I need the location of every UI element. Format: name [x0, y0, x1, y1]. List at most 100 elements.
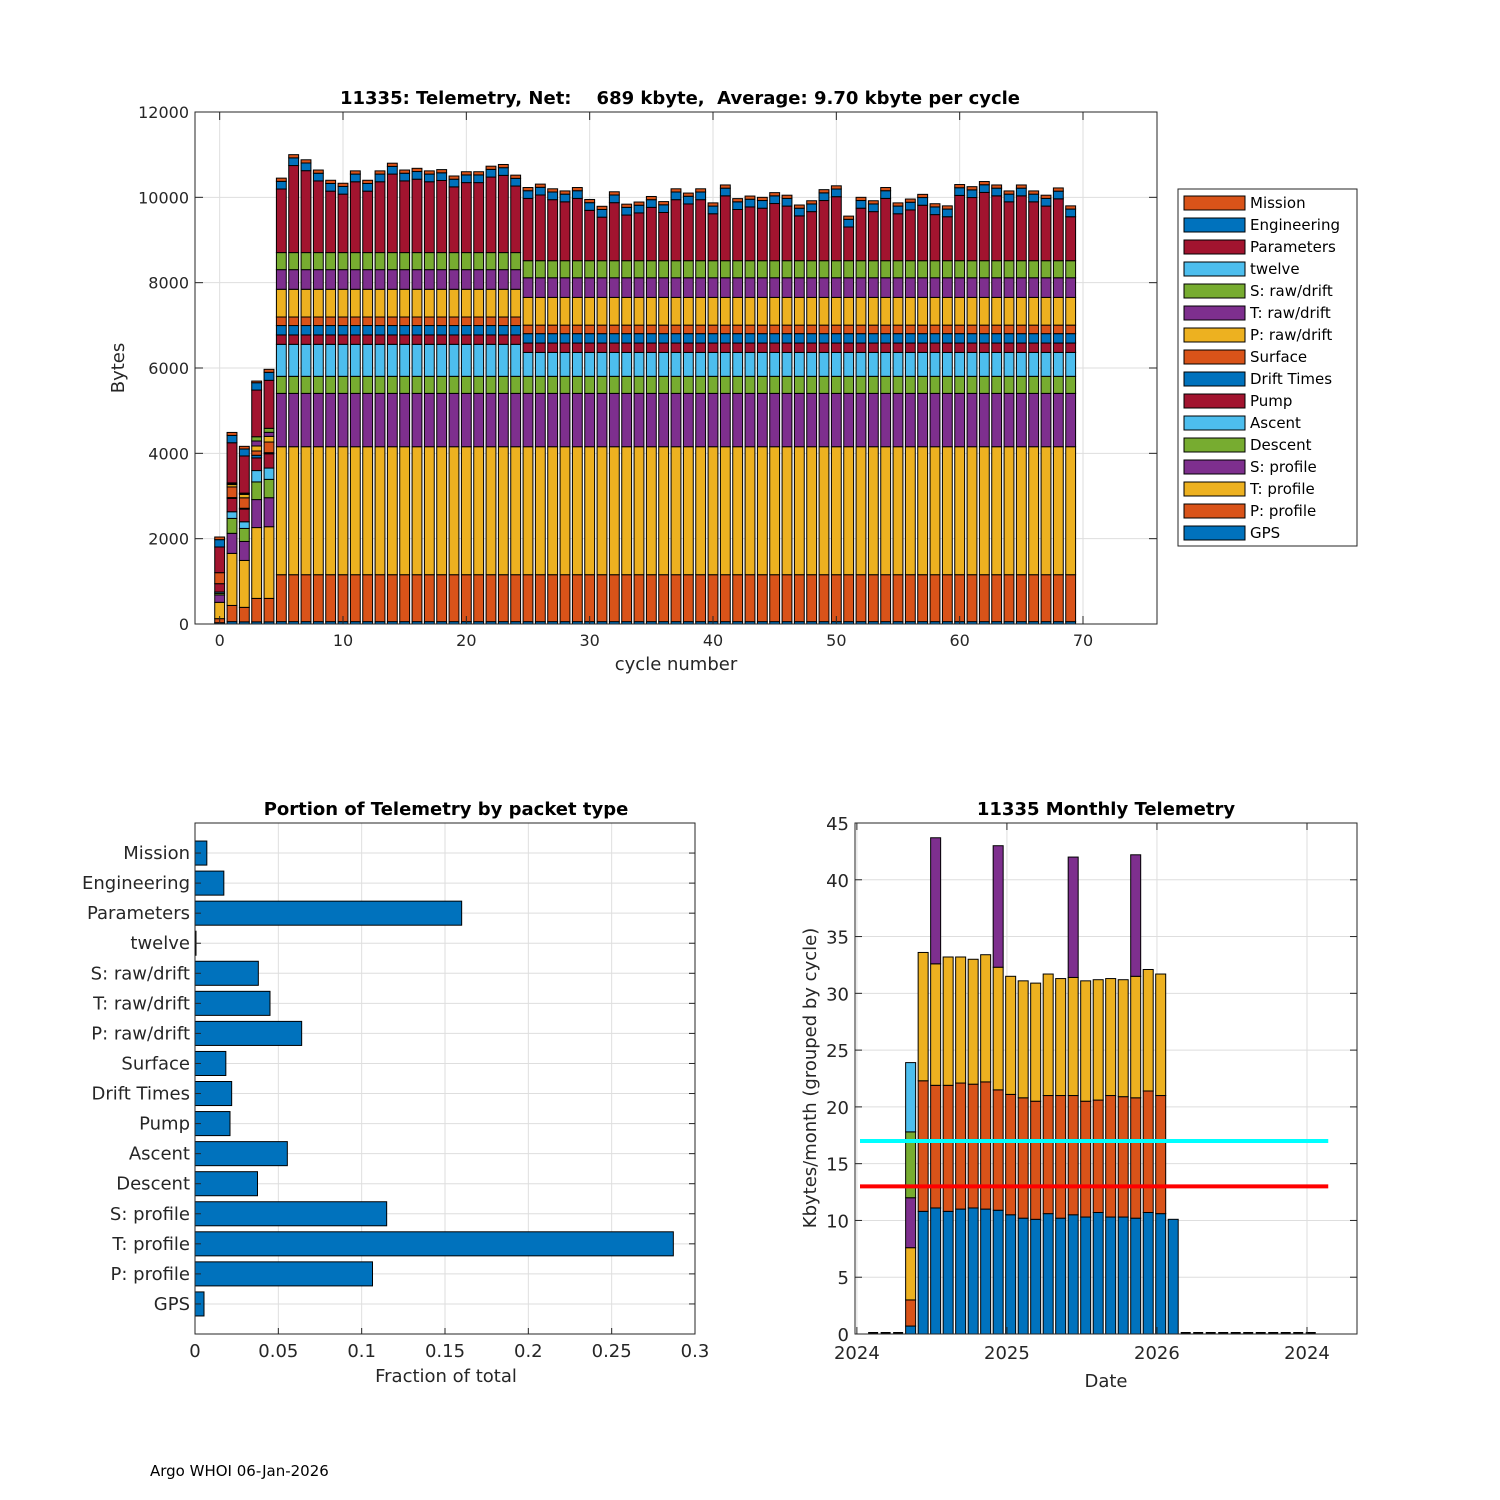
bar-segment-engineering	[904, 201, 916, 211]
bar-segment-t-raw-drift	[867, 277, 879, 298]
bar-segment-parameters	[559, 201, 571, 262]
bar-segment-t-profile	[497, 446, 509, 576]
bar-segment-p-profile	[830, 574, 842, 623]
bar-segment-t-raw-drift	[1065, 277, 1077, 298]
bar-segment-s-raw-drift	[263, 427, 275, 433]
bar-segment-surface	[682, 324, 694, 335]
monthly-bar-segment	[980, 954, 992, 1083]
bar-segment-t-raw-drift	[670, 277, 682, 298]
bar-segment-mission	[349, 170, 361, 175]
bar-segment-surface	[608, 324, 620, 335]
bar-segment-t-raw-drift	[991, 277, 1003, 298]
bar-segment-engineering	[793, 207, 805, 217]
bar-segment-drift-times	[941, 333, 953, 344]
bar-segment-t-profile	[436, 446, 448, 576]
bar-segment-p-profile	[263, 597, 275, 623]
bar-segment-s-profile	[325, 392, 337, 448]
bar-segment-p-profile	[904, 574, 916, 623]
legend-label: P: raw/drift	[1250, 326, 1332, 344]
bar-segment-parameters	[300, 170, 312, 254]
bar-segment-p-raw-drift	[251, 445, 263, 452]
bar-segment-t-profile	[460, 446, 472, 576]
bar-segment-p-profile	[818, 574, 830, 623]
bar-segment-drift-times	[349, 325, 361, 336]
y-tick-label: 45	[826, 814, 849, 835]
bar-segment-drift-times	[312, 325, 324, 336]
bar-segment-p-profile	[719, 574, 731, 623]
bar-segment-drift-times	[571, 333, 583, 344]
bar-segment-descent	[769, 375, 781, 394]
bar-segment-surface	[559, 324, 571, 335]
bar-segment-parameters	[744, 206, 756, 262]
bar-segment-pump	[263, 453, 275, 469]
bar-segment-mission	[904, 198, 916, 203]
bar-segment-mission	[411, 167, 423, 173]
bar-segment-pump	[1015, 342, 1027, 353]
bar-segment-engineering	[559, 193, 571, 203]
bar-segment-surface	[830, 324, 842, 335]
bar-segment-parameters	[892, 213, 904, 262]
bar-segment-pump	[522, 342, 534, 353]
legend-label: Descent	[1250, 436, 1312, 454]
bar-segment-ascent	[608, 351, 620, 377]
bar-segment-ascent	[855, 351, 867, 377]
bar-segment-pump	[374, 334, 386, 345]
bar-segment-ascent	[251, 470, 263, 483]
bar-segment-ascent	[337, 343, 349, 377]
bar-segment-s-profile	[732, 392, 744, 448]
monthly-bar-segment	[1017, 1097, 1029, 1219]
bar-segment-s-raw-drift	[288, 252, 300, 271]
bar-segment-drift-times	[510, 325, 522, 336]
bar-segment-p-profile	[497, 574, 509, 623]
bar-segment-parameters	[818, 200, 830, 262]
bar-segment-descent	[559, 375, 571, 394]
bar-segment-t-raw-drift	[645, 277, 657, 298]
bar-segment-p-raw-drift	[670, 296, 682, 326]
bar-segment-p-profile	[645, 574, 657, 623]
monthly-bar-segment	[992, 845, 1004, 968]
bar-segment-s-raw-drift	[966, 260, 978, 279]
monthly-bar-segment	[1042, 1095, 1054, 1215]
bar-s-profile	[194, 1201, 388, 1227]
monthly-bar-segment	[905, 1247, 917, 1301]
bar-segment-parameters	[374, 181, 386, 254]
bar-segment-pump	[596, 342, 608, 353]
bar-segment-s-profile	[670, 392, 682, 448]
bar-segment-t-profile	[645, 446, 657, 576]
bar-segment-parameters	[226, 442, 238, 484]
y-tick-label: 40	[826, 871, 849, 892]
bar-segment-p-profile	[756, 574, 768, 623]
bar-segment-parameters	[325, 190, 337, 254]
legend-label: S: profile	[1250, 458, 1317, 476]
bar-segment-s-profile	[1003, 392, 1015, 448]
category-label: Parameters	[87, 903, 190, 924]
bar-segment-parameters	[263, 379, 275, 429]
y-tick-label: 35	[826, 928, 849, 949]
bar-segment-s-raw-drift	[547, 260, 559, 279]
bar-segment-t-raw-drift	[806, 277, 818, 298]
bar-segment-t-raw-drift	[349, 269, 361, 290]
bar-segment-descent	[744, 375, 756, 394]
bar-segment-engineering	[732, 201, 744, 210]
bar-segment-s-raw-drift	[1015, 260, 1027, 279]
bar-segment-s-profile	[559, 392, 571, 448]
bar-segment-p-profile	[534, 574, 546, 623]
bar-segment-t-raw-drift	[522, 277, 534, 298]
bar-segment-t-profile	[522, 446, 534, 576]
bar-segment-s-profile	[251, 499, 263, 529]
bar-segment-engineering	[806, 203, 818, 213]
bar-segment-t-raw-drift	[621, 277, 633, 298]
bar-segment-s-raw-drift	[497, 252, 509, 271]
bar-segment-mission	[288, 154, 300, 159]
bar-segment-t-raw-drift	[941, 277, 953, 298]
bar-segment-t-profile	[251, 527, 263, 599]
bar-segment-t-raw-drift	[880, 277, 892, 298]
bar-segment-p-raw-drift	[732, 296, 744, 326]
bar-segment-t-profile	[584, 446, 596, 576]
bar-segment-surface	[399, 316, 411, 327]
y-tick-label: 0	[838, 1325, 849, 1346]
bar-segment-mission	[362, 179, 374, 184]
bar-segment-ascent	[732, 351, 744, 377]
bar-segment-ascent	[756, 351, 768, 377]
bar-segment-t-raw-drift	[892, 277, 904, 298]
